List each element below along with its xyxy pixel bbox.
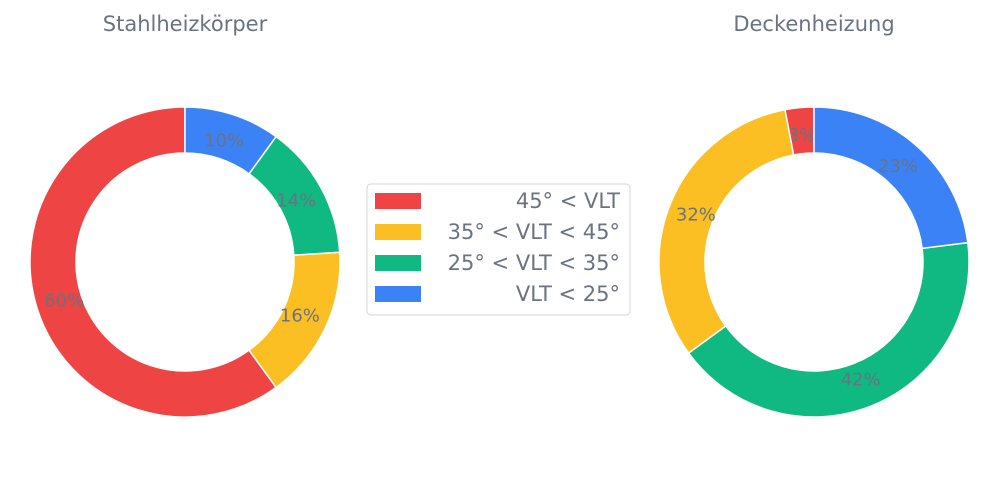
slice-percent-label: 32%: [676, 205, 716, 226]
chart-title-deckenheizung: Deckenheizung: [733, 12, 894, 36]
donut-slice: [29, 106, 278, 418]
legend-label: 25° < VLT < 35°: [448, 251, 620, 275]
legend-swatch: [375, 255, 421, 271]
legend-swatch: [375, 286, 421, 302]
donut-slice: [184, 106, 278, 175]
legend: 45° < VLT 35° < VLT < 45° 25° < VLT < 35° V…: [366, 183, 631, 316]
donut-slice: [658, 108, 795, 355]
donut-slice: [687, 241, 970, 418]
slice-percent-label: 23%: [878, 156, 918, 177]
legend-swatch: [375, 224, 421, 240]
legend-label: 35° < VLT < 45°: [448, 220, 620, 244]
slice-percent-label: 60%: [44, 291, 84, 312]
legend-box: [366, 183, 631, 316]
legend-label: 45° < VLT: [516, 189, 620, 213]
legend-swatch: [375, 193, 421, 209]
slice-percent-label: 3%: [788, 125, 817, 146]
donut-slice: [813, 106, 969, 250]
legend-label: VLT < 25°: [516, 282, 620, 306]
donut-stahlheizkoerper: 60% 16% 14% 10%: [29, 106, 341, 418]
slice-percent-label: 42%: [841, 370, 881, 391]
chart-title-stahlheizkoerper: Stahlheizkörper: [103, 12, 268, 36]
slice-percent-label: 10%: [204, 131, 244, 152]
donut-deckenheizung: 3% 32% 42% 23%: [658, 106, 970, 418]
slice-percent-label: 14%: [276, 190, 316, 211]
slice-percent-label: 16%: [280, 306, 320, 327]
